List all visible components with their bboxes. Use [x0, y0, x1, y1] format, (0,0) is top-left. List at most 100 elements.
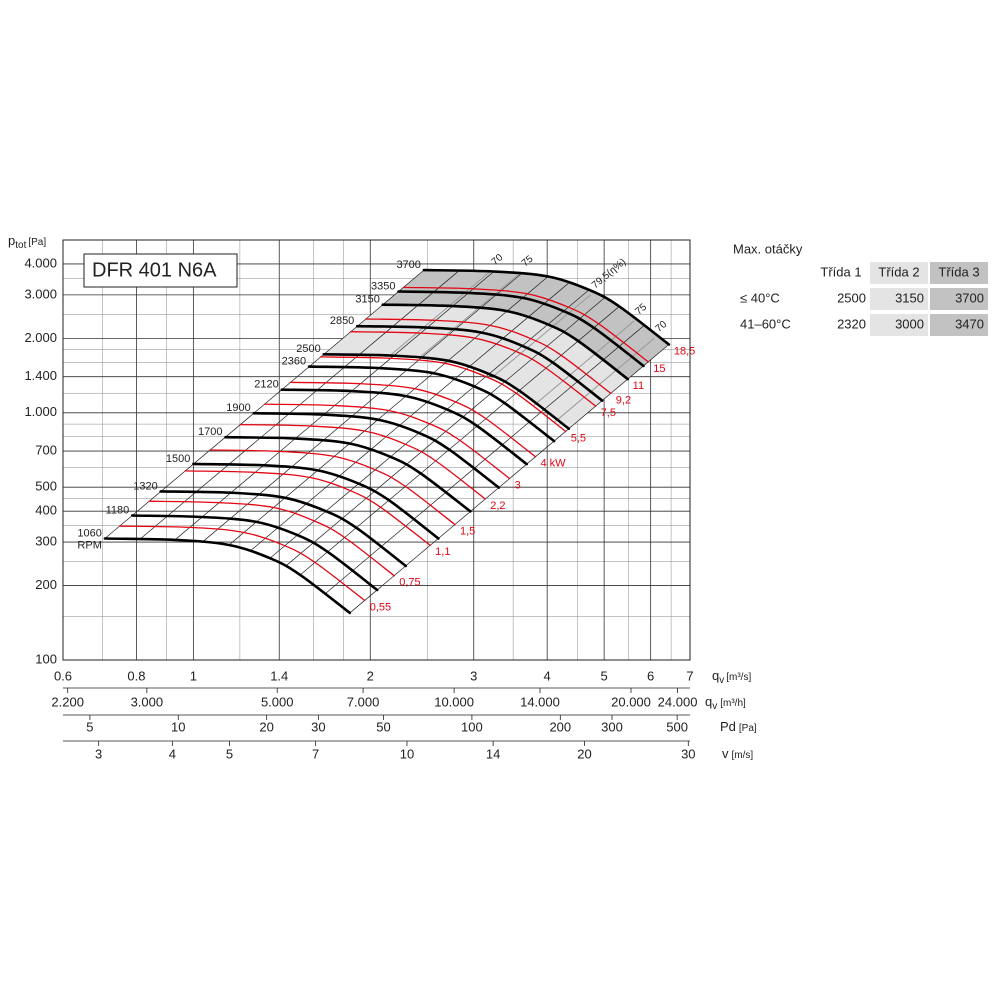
x-tick-label: 3: [470, 668, 477, 683]
rpm-curve: [224, 435, 472, 513]
x-tick-label: 300: [601, 719, 623, 734]
x-tick-label: 10.000: [434, 694, 474, 709]
table-cell: [870, 288, 928, 310]
power-curve: [184, 470, 431, 546]
x-tick-label: 0.6: [54, 668, 72, 683]
rpm-curve: [159, 490, 408, 568]
efficiency-label: 79,5(η%): [590, 257, 628, 292]
rpm-curve: [381, 303, 630, 381]
axis-label: Pd [Pa]: [720, 719, 757, 734]
efficiency-line: [533, 320, 635, 406]
rpm-label: 3350: [371, 280, 395, 292]
x-tick-label: 20: [577, 746, 591, 761]
rpm-label: 1500: [166, 453, 190, 465]
plot-frame: [62, 239, 691, 661]
x-tick-label: 24.000: [658, 694, 698, 709]
rpm-unit: RPM: [77, 539, 101, 551]
power-label: 5,5: [571, 432, 586, 444]
efficiency-label: 75: [520, 253, 536, 269]
table-header: Třída 2: [878, 264, 919, 279]
rpm-label: 1060: [77, 527, 101, 539]
system-line: [201, 273, 522, 543]
x-tick-label: 5: [226, 746, 233, 761]
rpm-curve: [130, 514, 379, 592]
table-cell: [930, 314, 988, 336]
x-tick-label: 500: [666, 719, 688, 734]
power-label: 0,75: [399, 577, 420, 589]
rpm-label: 1320: [133, 480, 157, 492]
y-tick-label: 2.000: [24, 330, 57, 345]
table-header: Třída 1: [820, 264, 861, 279]
table-value: 3700: [955, 290, 984, 305]
axis-label-unit: [m³/h]: [720, 698, 746, 709]
rpm-label: 2500: [296, 343, 320, 355]
efficiency-line: [389, 271, 491, 357]
rpm-label: 2850: [330, 315, 354, 327]
x-tick-label: 2: [367, 668, 374, 683]
table-header-cell: [930, 262, 988, 284]
y-tick-label: 3.000: [24, 286, 57, 301]
power-curve: [365, 318, 612, 395]
x-tick-label: 20.000: [611, 694, 651, 709]
x-tick-label: 50: [376, 719, 390, 734]
axis-label-sub: v: [712, 701, 717, 712]
axis-label-unit: [m/s]: [732, 750, 754, 761]
rpm-curve: [192, 462, 440, 540]
y-label-unit: [Pa]: [28, 237, 46, 248]
x-tick-label: 5: [601, 668, 608, 683]
y-axis-label: ptot [Pa]: [8, 233, 46, 250]
table-header-cell: [812, 262, 870, 284]
table-value: 3470: [955, 316, 984, 331]
x-tick-label: 200: [549, 719, 571, 734]
x-tick-label: 7: [312, 746, 319, 761]
rpm-curve: [280, 388, 528, 466]
power-curve: [263, 403, 511, 480]
x-tick-label: 1: [190, 668, 197, 683]
y-label-main: p: [8, 233, 15, 248]
class-region: [323, 304, 628, 429]
y-tick-label: 1.000: [24, 404, 57, 419]
power-curve: [209, 449, 456, 526]
x-tick-label: 30: [681, 746, 695, 761]
x-tick-label: 30: [311, 719, 325, 734]
x-tick-label: 4: [544, 668, 551, 683]
x-tick-label: 7.000: [347, 694, 380, 709]
rpm-curve: [252, 411, 501, 489]
table-header-cell: [870, 262, 928, 284]
y-tick-label: 400: [35, 503, 57, 518]
x-tick-label: 10: [171, 719, 185, 734]
y-tick-label: 300: [35, 533, 57, 548]
rpm-curve: [322, 353, 571, 430]
rpm-label: 1900: [226, 402, 250, 414]
power-label: 9,2: [616, 394, 631, 406]
speed-table: Max. otáčky Třída 1 Třída 2 Třída 3 ≤ 40°C 2…: [733, 241, 988, 336]
axis-label-main: q: [705, 694, 712, 709]
table-row-label: 41–60°C: [740, 316, 791, 331]
power-curve: [118, 525, 366, 602]
y-label-sub: tot: [15, 240, 26, 251]
efficiency-line: [419, 272, 521, 358]
axis-label-unit: [Pa]: [739, 723, 757, 734]
x-tick-label: 5.000: [261, 694, 294, 709]
chart-title: DFR 401 N6A: [92, 259, 217, 281]
power-curve: [289, 381, 537, 458]
power-label: 11: [633, 380, 644, 392]
y-tick-label: 500: [35, 479, 57, 494]
efficiency-label: 70: [654, 319, 670, 335]
power-label: 7,5: [601, 407, 616, 419]
table-header: Třída 3: [938, 264, 979, 279]
power-label: 2,2: [490, 500, 505, 512]
table-value: 3150: [895, 290, 924, 305]
axes: 100 200 300 400 500 700 1.000 1.400 2.000 3.000 4.…: [24, 255, 756, 761]
x-tick-label: 20: [259, 719, 273, 734]
axis-label: v [m/s]: [722, 746, 753, 761]
x-label-main: q: [712, 668, 719, 683]
x-tick-label: 14: [486, 746, 500, 761]
title-box: [83, 253, 238, 288]
rpm-curve: [397, 290, 645, 368]
x-label-sub: v: [719, 675, 724, 686]
x-tick-label: 10: [400, 746, 414, 761]
table-row-label: ≤ 40°C: [740, 290, 780, 305]
x-tick-label: 14.000: [520, 694, 560, 709]
